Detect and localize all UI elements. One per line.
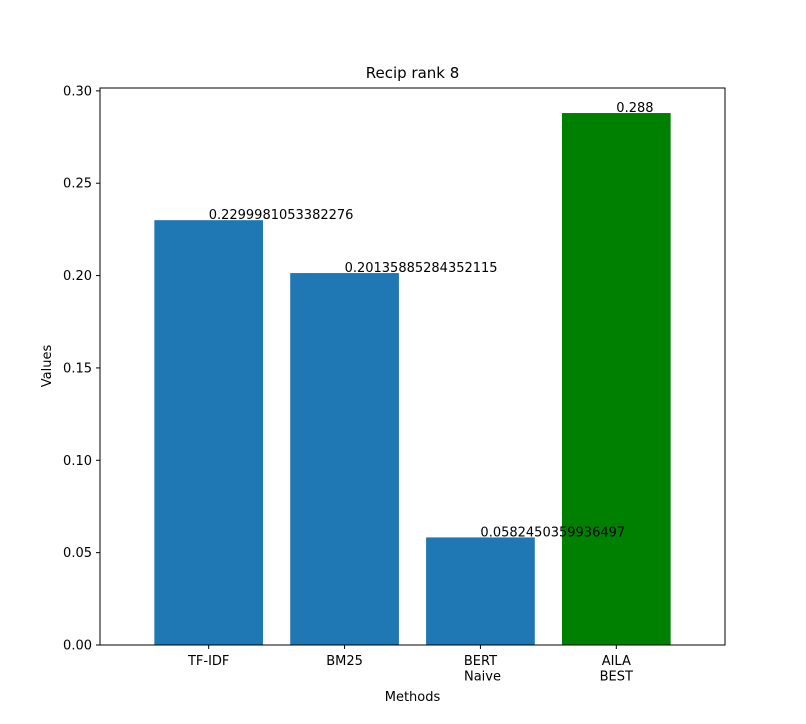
y-tick-label: 0.20 <box>63 269 92 284</box>
bar <box>290 273 399 645</box>
bar <box>154 220 264 645</box>
x-tick-label: BM25 <box>326 654 363 669</box>
y-tick-label: 0.15 <box>63 361 92 376</box>
plot-frame <box>99 87 726 646</box>
bar <box>561 113 671 646</box>
y-tick-label: 0.30 <box>63 84 92 99</box>
chart-title: Recip rank 8 <box>366 64 460 82</box>
y-tick-label: 0.25 <box>63 177 92 192</box>
y-tick-label: 0.10 <box>63 454 92 469</box>
y-axis-label: Values <box>40 345 55 388</box>
y-axis: 0.00 0.05 0.10 0.15 0.20 0.25 0.30 <box>63 84 100 654</box>
bar-value-label: 0.0582450359936497 <box>480 525 625 540</box>
bar-value-label: 0.288 <box>616 101 653 116</box>
bar-value-label: 0.2299981053382276 <box>209 208 354 223</box>
y-tick-label: 0.05 <box>63 546 92 561</box>
bars-group <box>154 113 671 646</box>
x-tick-label: BERT Naive <box>460 654 501 685</box>
bar-value-label: 0.20135885284352115 <box>345 261 498 276</box>
x-tick-label: AILA BEST <box>600 654 633 685</box>
x-axis: TF-IDF BM25 BERT Naive AILA BEST <box>187 645 633 685</box>
y-tick-label: 0.00 <box>63 639 92 654</box>
x-tick-label: TF-IDF <box>187 654 229 669</box>
value-labels-group: 0.2299981053382276 0.20135885284352115 0.0… <box>209 101 654 540</box>
bar <box>426 537 535 645</box>
x-axis-label: Methods <box>385 690 441 705</box>
